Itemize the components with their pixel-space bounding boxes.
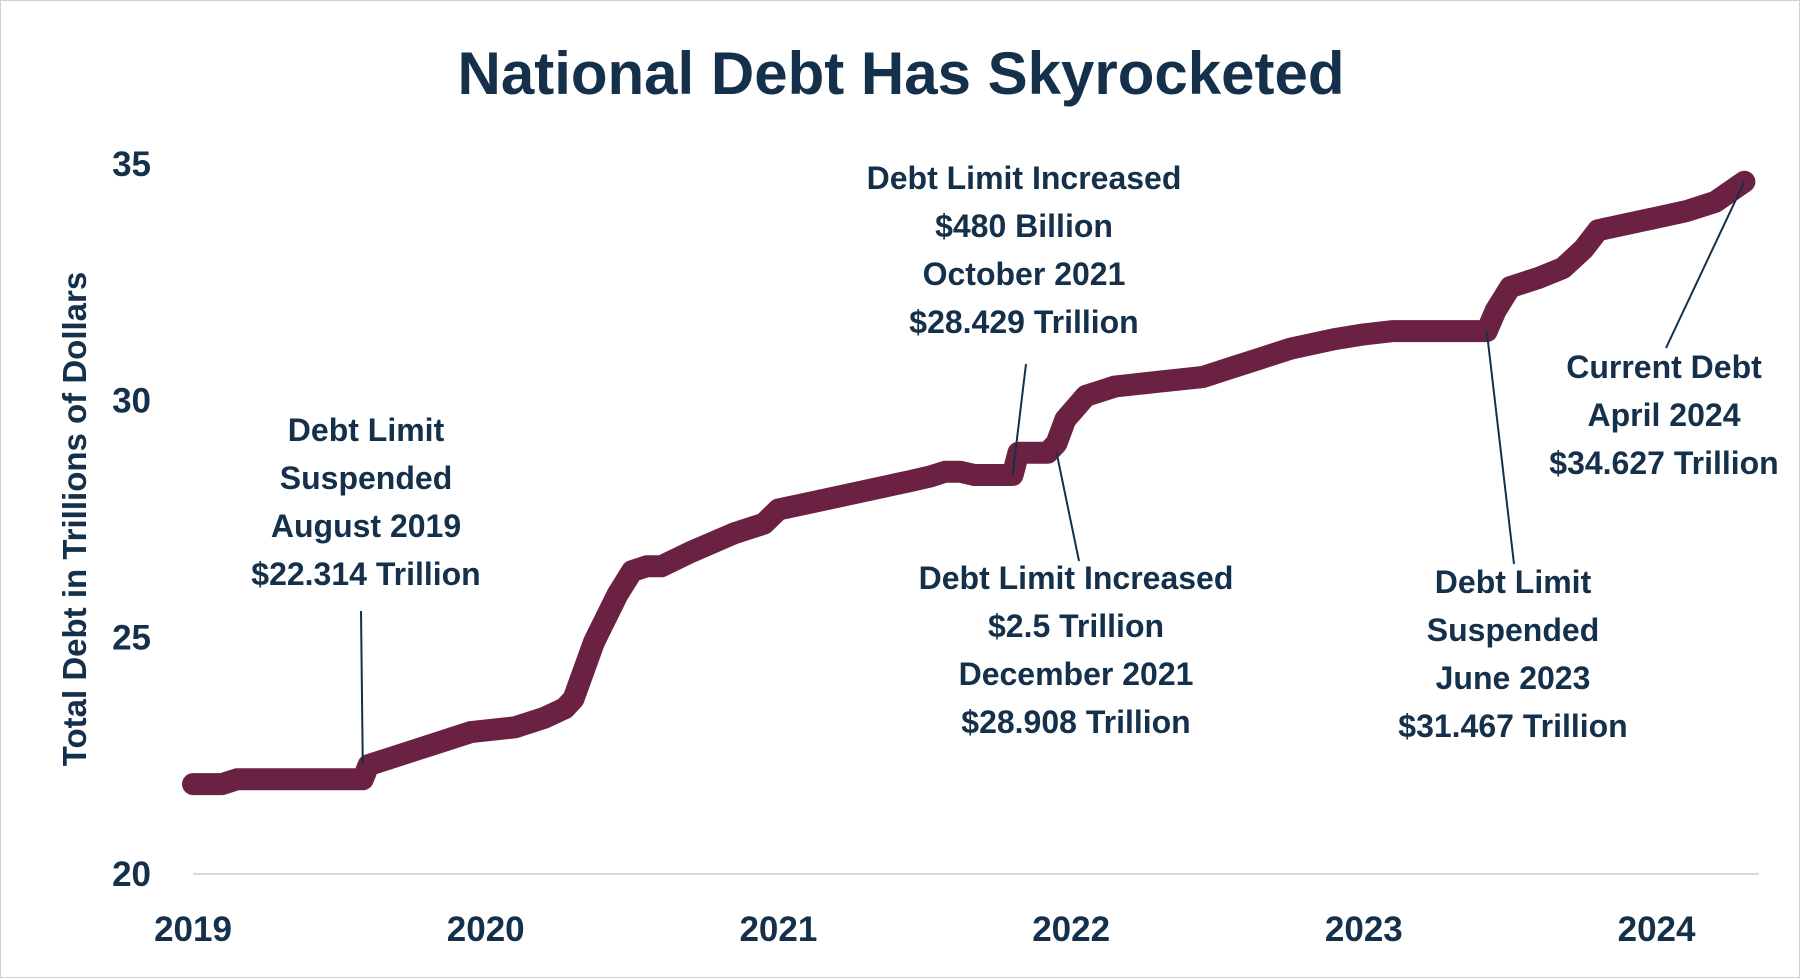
annotation-line: October 2021: [923, 256, 1126, 292]
annotation-line: $31.467 Trillion: [1398, 708, 1627, 744]
annotation-line: Debt Limit: [288, 412, 445, 448]
annotation-line: Debt Limit: [1435, 564, 1592, 600]
y-tick-labels: 20 25 30 35: [112, 145, 151, 894]
annotation-line: $22.314 Trillion: [251, 556, 480, 592]
annotation-leader-line: [1055, 452, 1080, 562]
debt-series-line: [182, 170, 1756, 796]
x-tick-labels: 2019 2020 2021 2022 2023 2024: [154, 910, 1696, 949]
x-tick-label: 2024: [1618, 910, 1696, 949]
annotation-line: $34.627 Trillion: [1549, 445, 1778, 481]
annotation-line: $28.429 Trillion: [909, 304, 1138, 340]
annotation-line: $2.5 Trillion: [988, 608, 1164, 644]
annotation-line: Suspended: [1427, 612, 1599, 648]
annotation-line: April 2024: [1588, 397, 1741, 433]
annotation-line: June 2023: [1436, 660, 1591, 696]
annotation: Debt Limit Increased $480 Billion October …: [867, 160, 1182, 476]
annotation-line: Suspended: [280, 460, 452, 496]
annotation: Debt Limit Increased $2.5 Trillion Decembe…: [919, 452, 1234, 740]
annotation: Debt Limit Suspended June 2023 $31.467 Tril…: [1398, 331, 1628, 744]
annotations: Debt Limit Suspended August 2019 $22.314 Tr…: [251, 160, 1779, 765]
annotation: Debt Limit Suspended August 2019 $22.314 Tr…: [251, 412, 481, 765]
annotation: Current Debt April 2024 $34.627 Trillion: [1549, 181, 1779, 481]
x-tick-label: 2023: [1325, 910, 1403, 949]
y-axis-label: Total Debt in Trillions of Dollars: [56, 272, 93, 766]
y-tick-label: 25: [112, 618, 151, 657]
chart-title: National Debt Has Skyrocketed: [458, 40, 1345, 107]
annotation-line: August 2019: [271, 508, 461, 544]
annotation-leader-line: [1485, 331, 1515, 565]
annotation-line: Debt Limit Increased: [867, 160, 1182, 196]
y-tick-label: 20: [112, 855, 151, 894]
annotation-line: $28.908 Trillion: [961, 704, 1190, 740]
annotation-leader-line: [1011, 363, 1027, 476]
annotation-leader-line: [1665, 181, 1746, 349]
annotation-line: $480 Billion: [935, 208, 1113, 244]
x-tick-label: 2020: [447, 910, 525, 949]
x-tick-label: 2022: [1032, 910, 1110, 949]
annotation-line: Debt Limit Increased: [919, 560, 1234, 596]
annotation-leader-line: [360, 610, 364, 765]
x-tick-label: 2021: [739, 910, 817, 949]
annotation-line: Current Debt: [1566, 349, 1762, 385]
x-tick-label: 2019: [154, 910, 232, 949]
y-tick-label: 35: [112, 145, 151, 184]
annotation-line: December 2021: [959, 656, 1194, 692]
y-tick-label: 30: [112, 382, 151, 421]
